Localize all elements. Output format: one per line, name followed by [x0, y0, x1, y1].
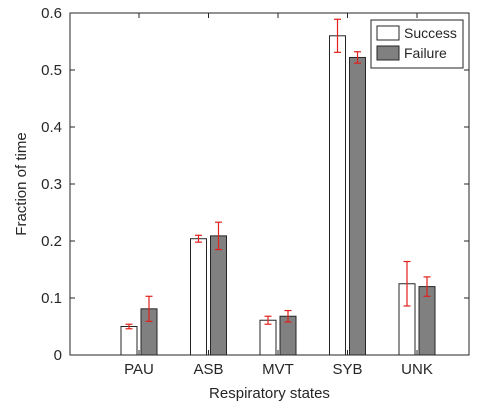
bars-layer — [120, 35, 436, 356]
x-tick-label: PAU — [124, 361, 154, 378]
error-bar-failure-asb — [215, 221, 222, 251]
x-tick-label: UNK — [401, 361, 433, 378]
y-tick-label: 0.1 — [41, 290, 62, 307]
legend-swatch-failure — [376, 45, 400, 61]
legend-label-failure: Failure — [404, 45, 447, 61]
error-bar-success-pau — [125, 323, 133, 330]
bar-success-mvt — [259, 319, 277, 356]
ticks-layer: 0 0.1 0.2 0.3 0.4 0.5 0.6 PAU ASB MVT SYB UNK — [41, 5, 469, 378]
error-bar-failure-syb — [354, 51, 361, 64]
bar-success-pau — [120, 326, 138, 356]
y-tick-label: 0.3 — [41, 176, 62, 193]
error-bar-success-syb — [334, 18, 341, 53]
error-bar-success-unk — [403, 260, 411, 307]
bar-failure-syb — [349, 56, 366, 356]
y-axis-label: Fraction of time — [13, 132, 30, 235]
y-tick-label: 0.4 — [41, 119, 62, 136]
legend: Success Failure — [370, 19, 464, 69]
y-tick-label: 0.6 — [41, 5, 62, 22]
x-tick-label: ASB — [193, 361, 223, 378]
x-axis-label: Respiratory states — [209, 385, 330, 402]
error-bars-layer — [125, 18, 431, 330]
y-tick-label: 0.2 — [41, 233, 62, 250]
legend-label-success: Success — [404, 25, 457, 41]
legend-swatch-success — [376, 25, 400, 41]
y-tick-label: 0.5 — [41, 62, 62, 79]
bar-success-syb — [329, 35, 346, 356]
y-tick-label: 0 — [54, 347, 62, 364]
error-bar-failure-pau — [145, 295, 153, 322]
error-bar-success-mvt — [264, 315, 272, 325]
bar-failure-asb — [210, 235, 227, 356]
x-tick-label: MVT — [262, 361, 294, 378]
error-bar-failure-mvt — [284, 309, 292, 323]
x-tick-label: SYB — [332, 361, 362, 378]
error-bar-failure-unk — [423, 276, 431, 297]
error-bar-success-asb — [195, 234, 202, 243]
bar-success-asb — [190, 238, 207, 356]
